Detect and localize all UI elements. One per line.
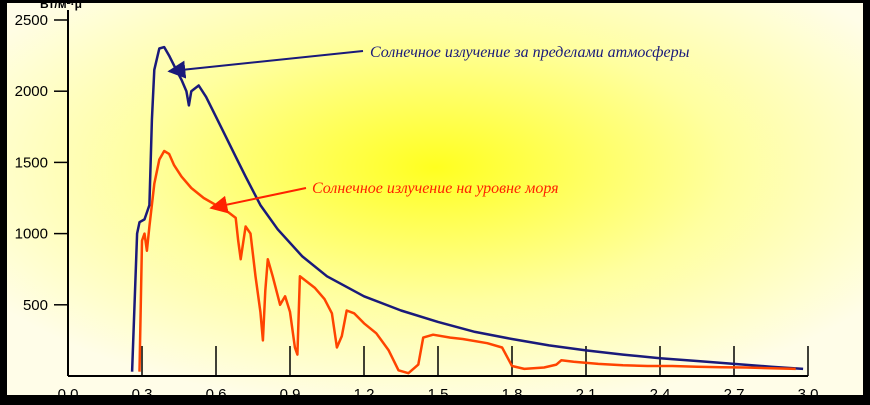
x-axis: 0.0 0.3 0.6 0.9 1.2 1.5 1.8 2.1 2.4 2.7 3.0 (58, 346, 819, 403)
annotation-label: Солнечное излучение на уровне моря (312, 180, 559, 197)
y-tick-label: 2000 (15, 83, 48, 100)
annotation-arrow (167, 50, 364, 79)
annotation-arrow (209, 187, 307, 214)
x-tick-label: 2.4 (650, 386, 671, 400)
series-line-sea-level (138, 149, 796, 375)
x-tick-label: 2.7 (724, 386, 745, 400)
x-tick-label: 0.9 (280, 386, 301, 400)
x-tick-label: 0.0 (58, 386, 79, 400)
x-tick-label: 2.1 (576, 386, 597, 400)
x-tick-label: 0.6 (206, 386, 227, 400)
y-tick-label: 500 (23, 297, 48, 314)
series-line-outside-atmosphere (130, 45, 804, 372)
x-tick-label: 1.2 (354, 386, 375, 400)
series-layer (130, 45, 804, 375)
x-tick-label: 0.3 (132, 386, 153, 400)
x-tick-label: 1.8 (502, 386, 523, 400)
x-tick-label: 1.5 (428, 386, 449, 400)
annotation-layer: Солнечное излучение за пределами атмосфе… (167, 44, 690, 214)
y-tick-label: 2500 (15, 12, 48, 29)
y-axis-unit-label: Вт/м²·μ (40, 0, 82, 11)
y-axis: Вт/м²·μ 500 1000 1500 2000 2500 (15, 0, 82, 376)
x-tick-label: 3.0 (798, 386, 819, 400)
y-tick-label: 1000 (15, 226, 48, 243)
annotation-label: Солнечное излучение за пределами атмосфе… (370, 44, 690, 61)
y-tick-label: 1500 (15, 154, 48, 171)
